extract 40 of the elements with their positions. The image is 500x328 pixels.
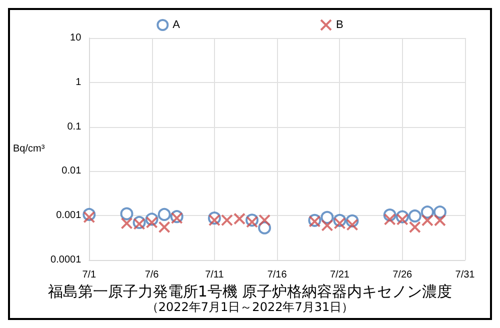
point	[421, 214, 434, 226]
point	[320, 210, 334, 224]
x-tick-label: 7/31	[455, 270, 476, 280]
y-axis-title: Bq/cm³	[13, 144, 46, 154]
point	[258, 214, 271, 226]
point	[158, 221, 170, 234]
point	[146, 216, 158, 228]
x-tick-label: 7/11	[205, 270, 224, 280]
text: （2022年7月1日～2022年7月31日）	[146, 300, 354, 314]
point	[120, 217, 133, 230]
x-tick-label: 7/26	[392, 270, 413, 280]
point	[433, 206, 446, 219]
point	[434, 214, 446, 226]
y-tick-label: 0.1	[67, 121, 82, 132]
point	[208, 214, 220, 226]
point	[321, 219, 334, 232]
point	[396, 213, 408, 226]
x-tick-label: 7/21	[330, 270, 350, 280]
legend-label: A	[172, 19, 181, 31]
y-tick-label: 1	[76, 76, 82, 88]
y-tick-label: 0.0001	[50, 254, 82, 266]
point	[346, 218, 358, 231]
point	[384, 213, 396, 226]
x-tick-label: 7/1	[82, 270, 97, 280]
y-tick-label: 10	[70, 32, 82, 44]
x-tick-label: 7/16	[267, 270, 288, 280]
point	[334, 217, 346, 230]
point	[420, 206, 434, 219]
legend-label: B	[336, 19, 344, 31]
point	[83, 211, 96, 224]
point	[220, 214, 233, 226]
point	[408, 209, 422, 222]
y-tick-label: 0.01	[62, 166, 82, 177]
point	[158, 208, 171, 221]
point	[233, 212, 246, 225]
x-tick-label: 7/6	[144, 270, 160, 280]
point	[120, 207, 134, 220]
y-tick-label: 0.001	[56, 210, 82, 222]
text: 福島第一原子力発電所1号機 原子炉格納容器内キセノン濃度	[48, 282, 452, 300]
point	[408, 221, 421, 234]
